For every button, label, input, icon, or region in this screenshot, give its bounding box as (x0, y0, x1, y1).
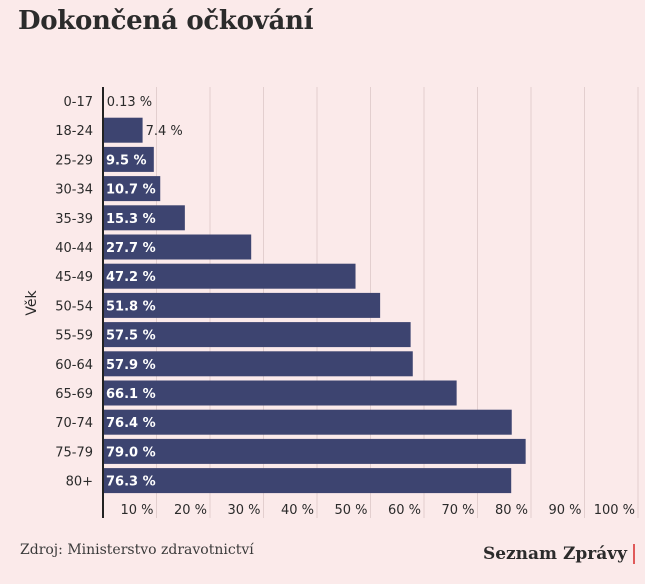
x-tick-label: 20 % (174, 503, 207, 518)
category-label: 55-59 (55, 329, 93, 344)
x-tick-label: 50 % (334, 503, 367, 518)
brand-logo: Seznam Zprávy (483, 544, 635, 564)
bar (103, 117, 143, 143)
source-note: Zdroj: Ministerstvo zdravotnictví (20, 542, 254, 558)
x-tick-label: 80 % (495, 503, 528, 518)
x-tick-labels: 10 % 20 % 30 % 40 % 50 % 60 % 70 % 80 % 90 % 100 … (120, 503, 635, 518)
bar (103, 322, 411, 348)
x-tick-label: 100 % (594, 503, 635, 518)
category-labels: 0-17 18-24 25-29 30-34 35-39 40-44 45-49 50-54 5… (55, 95, 93, 490)
data-label: 10.7 % (106, 183, 156, 198)
data-label: 47.2 % (106, 270, 156, 285)
category-label: 80+ (66, 475, 93, 490)
data-label: 57.5 % (106, 329, 156, 344)
data-label: 15.3 % (106, 212, 156, 227)
bar (103, 176, 161, 202)
bars (103, 88, 526, 494)
x-tick-label: 70 % (441, 503, 474, 518)
data-label: 51.8 % (106, 299, 156, 314)
category-label: 65-69 (55, 387, 93, 402)
category-label: 40-44 (55, 241, 93, 256)
x-tick-label: 10 % (120, 503, 153, 518)
data-label: 9.5 % (106, 153, 147, 168)
category-label: 70-74 (55, 416, 93, 431)
category-label: 45-49 (55, 270, 93, 285)
category-label: 18-24 (55, 124, 93, 139)
data-label: 0.13 % (107, 95, 152, 110)
data-label: 57.9 % (106, 358, 156, 373)
bar (103, 234, 252, 260)
x-tick-label: 60 % (388, 503, 421, 518)
data-label: 66.1 % (106, 387, 156, 402)
data-label: 79.0 % (106, 445, 156, 460)
bar (103, 409, 512, 435)
x-tick-label: 40 % (281, 503, 314, 518)
bar (103, 468, 512, 494)
data-label: 76.4 % (106, 416, 156, 431)
bar (103, 438, 526, 464)
category-label: 30-34 (55, 183, 93, 198)
category-label: 0-17 (63, 95, 93, 110)
y-axis-title: Věk (24, 290, 40, 316)
data-label: 76.3 % (106, 475, 156, 490)
data-label: 27.7 % (106, 241, 156, 256)
bar (103, 351, 413, 377)
data-label: 7.4 % (146, 124, 183, 139)
bar (103, 263, 356, 289)
chart-title: Dokončená očkování (18, 6, 314, 36)
x-tick-label: 30 % (227, 503, 260, 518)
bar-chart: 0.13 % 7.4 % 9.5 % 10.7 % 15.3 % 27.7 % 47.2 %… (24, 87, 639, 518)
bar (103, 205, 185, 231)
bar (103, 292, 381, 318)
bar (103, 380, 457, 406)
category-label: 60-64 (55, 358, 93, 373)
bar (103, 146, 154, 172)
category-label: 25-29 (55, 153, 93, 168)
category-label: 35-39 (55, 212, 93, 227)
category-label: 50-54 (55, 299, 93, 314)
x-tick-label: 90 % (548, 503, 581, 518)
data-labels: 0.13 % 7.4 % 9.5 % 10.7 % 15.3 % 27.7 % 47.2 %… (106, 95, 183, 490)
category-label: 75-79 (55, 445, 93, 460)
